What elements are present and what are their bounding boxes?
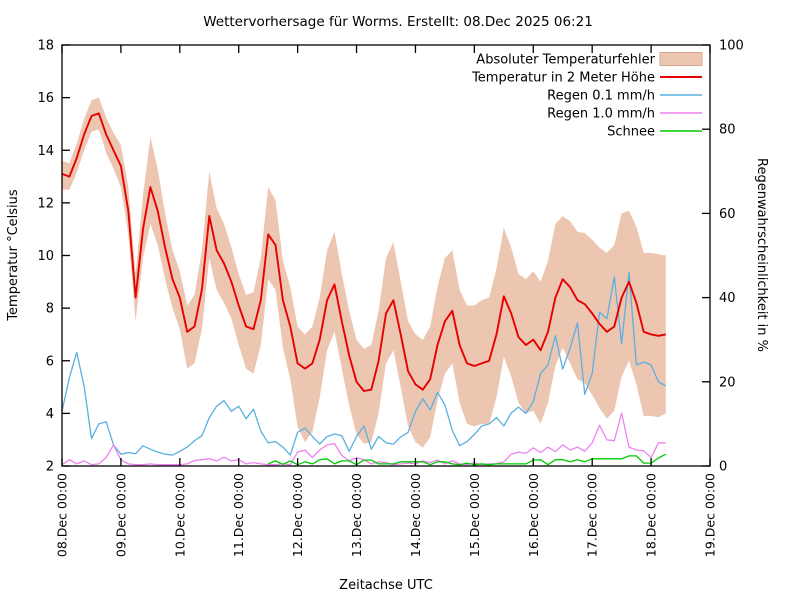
legend: Absoluter Temperaturfehler Temperatur in … — [471, 52, 703, 140]
y-left-tick-label: 16 — [37, 91, 54, 106]
legend-item: Absoluter Temperaturfehler — [476, 52, 703, 68]
x-tick-label: 18.Dec 00:00 — [644, 473, 659, 557]
y-left-tick-label: 4 — [46, 407, 54, 422]
temperature-error-band — [62, 97, 666, 448]
legend-item: Schnee — [607, 125, 702, 140]
x-tick-label: 11.Dec 00:00 — [231, 473, 246, 557]
x-axis-label: Zeitachse UTC — [339, 578, 433, 593]
y-right-tick-label: 40 — [719, 291, 736, 306]
y-left-tick-label: 8 — [46, 302, 54, 317]
x-tick-label: 14.Dec 00:00 — [408, 473, 423, 557]
data-series-layer — [61, 112, 667, 466]
legend-item: Regen 1.0 mm/h — [547, 107, 702, 122]
chart-title: Wettervorhersage für Worms. Erstellt: 08… — [203, 14, 593, 30]
x-tick-label: 15.Dec 00:00 — [467, 473, 482, 557]
legend-item-label: Regen 1.0 mm/h — [547, 107, 655, 122]
x-tick-label: 12.Dec 00:00 — [290, 473, 305, 557]
y-left-tick-label: 12 — [37, 196, 54, 211]
temperature-error-band-layer — [62, 97, 666, 448]
y-right-tick-label: 100 — [719, 39, 744, 54]
y-left-tick-label: 6 — [46, 354, 54, 369]
x-tick-label: 17.Dec 00:00 — [585, 473, 600, 557]
y-left-axis-label: Temperatur °Celsius — [6, 189, 21, 322]
y-right-tick-label: 0 — [719, 460, 727, 475]
legend-item-label: Schnee — [607, 125, 655, 140]
legend-item-label: Temperatur in 2 Meter Höhe — [471, 71, 655, 86]
tick-label-layer: 08.Dec 00:00 09.Dec 00:00 10.Dec 00:00 11.D… — [37, 39, 743, 558]
temperature-line — [61, 112, 666, 392]
y-right-tick-label: 60 — [719, 207, 736, 222]
y-right-tick-label: 80 — [719, 123, 736, 138]
x-tick-label: 08.Dec 00:00 — [55, 473, 70, 557]
y-right-tick-label: 20 — [719, 375, 736, 390]
legend-item: Regen 0.1 mm/h — [547, 89, 702, 104]
x-tick-label: 10.Dec 00:00 — [172, 473, 187, 557]
rain-01-line — [61, 271, 667, 456]
y-left-tick-label: 14 — [37, 144, 54, 159]
y-left-tick-label: 18 — [37, 39, 54, 54]
snow-line — [267, 453, 667, 466]
legend-item-label: Regen 0.1 mm/h — [547, 89, 655, 104]
x-tick-label: 13.Dec 00:00 — [349, 473, 364, 557]
y-left-tick-label: 10 — [37, 249, 54, 264]
x-tick-label: 19.Dec 00:00 — [703, 473, 718, 557]
legend-item-label: Absoluter Temperaturfehler — [476, 53, 655, 68]
y-right-axis-label: Regenwahrscheinlichkeit in % — [754, 158, 769, 352]
legend-swatch-band — [659, 52, 703, 66]
y-left-tick-label: 2 — [46, 460, 54, 475]
x-tick-label: 16.Dec 00:00 — [526, 473, 541, 557]
legend-item: Temperatur in 2 Meter Höhe — [471, 71, 702, 86]
plot-frame-layer — [61, 44, 711, 467]
x-tick-label: 09.Dec 00:00 — [113, 473, 128, 557]
